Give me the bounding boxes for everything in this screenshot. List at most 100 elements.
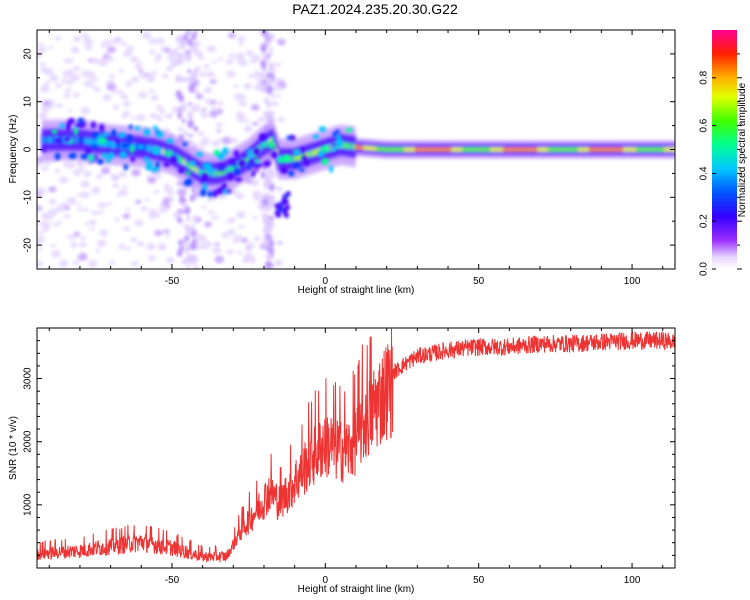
noise-blob xyxy=(236,250,243,255)
ridge-side-blob xyxy=(119,150,128,159)
colorbar-ticks: 0.0 0.2 0.4 0.6 0.8 xyxy=(699,53,742,276)
noise-blob xyxy=(110,173,118,180)
streak-blob xyxy=(263,110,269,117)
ridge-side-blob xyxy=(59,123,65,129)
noise-blob xyxy=(200,112,209,119)
noise-blob xyxy=(111,38,120,45)
noise-blob xyxy=(153,58,161,63)
snr-ytick-label: 2000 xyxy=(23,430,34,453)
noise-blob xyxy=(91,85,97,89)
noise-blob xyxy=(225,219,231,223)
colorbar-label: Normalized spectral amplitude xyxy=(737,82,748,217)
ridge-side-blob xyxy=(90,121,96,129)
noise-blob xyxy=(229,188,238,195)
noise-blob xyxy=(93,87,101,92)
snr-xtick-label: 50 xyxy=(473,575,485,586)
noise-blob xyxy=(275,186,283,192)
noise-blob xyxy=(163,229,170,234)
noise-blob xyxy=(226,249,234,255)
ridge-side-blob xyxy=(226,188,232,194)
streak-blob xyxy=(187,69,191,74)
snr-xlabel: Height of straight line (km) xyxy=(298,584,415,595)
streak-blob xyxy=(266,172,271,179)
noise-blob xyxy=(277,241,283,245)
streak-blob xyxy=(194,79,198,85)
ridge-side-blob xyxy=(212,189,218,198)
noise-blob xyxy=(211,215,219,220)
noise-blob xyxy=(108,74,116,79)
noise-blob xyxy=(114,217,120,222)
noise-blob xyxy=(56,103,64,109)
ridge-side-blob xyxy=(65,125,71,132)
ridge-side-blob xyxy=(287,170,295,177)
ridge-side-blob xyxy=(200,188,207,197)
noise-blob xyxy=(112,90,118,94)
ridge-side-blob xyxy=(64,136,72,143)
noise-blob xyxy=(100,166,111,175)
noise-blob xyxy=(164,183,170,187)
noise-blob xyxy=(165,113,174,120)
ridge-side-blob xyxy=(222,146,229,155)
noise-blob xyxy=(245,242,255,250)
ridge-side-blob xyxy=(102,132,110,138)
streak-blob xyxy=(266,85,274,95)
noise-blob xyxy=(97,210,104,215)
noise-blob xyxy=(46,215,54,220)
ridge-side-blob xyxy=(321,158,329,165)
streak-blob xyxy=(269,47,274,53)
noise-blob xyxy=(214,255,224,264)
ridge-side-blob xyxy=(117,132,126,138)
noise-blob xyxy=(37,247,43,251)
ridge-side-blob xyxy=(217,153,225,160)
noise-blob xyxy=(77,253,88,261)
noise-blob xyxy=(98,58,108,67)
ridge-side-blob xyxy=(163,162,170,168)
noise-blob xyxy=(80,191,90,199)
noise-blob xyxy=(124,110,131,116)
spectrogram-heatmap xyxy=(37,30,675,269)
noise-blob xyxy=(245,50,255,57)
streak-blob xyxy=(261,30,268,37)
noise-blob xyxy=(99,229,109,237)
noise-blob xyxy=(125,81,133,87)
ridge-side-blob xyxy=(182,141,188,147)
noise-blob xyxy=(117,89,124,95)
noise-blob xyxy=(80,180,90,188)
colorbar-tick-label: 0.4 xyxy=(699,166,710,180)
noise-blob xyxy=(187,134,194,138)
noise-blob xyxy=(211,140,220,147)
ridge-side-blob xyxy=(155,131,164,139)
ridge-side-blob xyxy=(263,160,271,167)
streak-blob xyxy=(265,35,270,41)
noise-blob xyxy=(274,259,283,267)
spectrogram-xtick-label: -50 xyxy=(165,276,180,287)
noise-blob xyxy=(95,249,101,253)
streak-blob xyxy=(267,199,275,209)
spectrogram-ytick-label: 20 xyxy=(23,48,34,60)
ridge-side-blob xyxy=(201,172,209,180)
streak-blob xyxy=(265,206,269,211)
streak-blob xyxy=(268,219,274,228)
streak-blob xyxy=(191,223,195,228)
noise-blob xyxy=(37,162,42,168)
ridge-side-blob xyxy=(221,182,227,191)
noise-blob xyxy=(125,51,132,56)
lower-branch-blob xyxy=(285,191,291,197)
noise-blob xyxy=(48,45,54,49)
noise-blob xyxy=(83,38,94,46)
noise-blob xyxy=(161,73,169,79)
noise-blob xyxy=(63,206,71,211)
noise-blob xyxy=(155,115,164,122)
streak-blob xyxy=(186,264,191,269)
noise-blob xyxy=(63,58,71,64)
noise-blob xyxy=(198,56,205,61)
noise-blob xyxy=(112,104,120,110)
noise-blob xyxy=(216,129,222,133)
streak-blob xyxy=(182,197,187,203)
snr-axes: -50 0 50 100 1000 2000 3000 xyxy=(23,328,675,586)
noise-blob xyxy=(95,174,103,180)
noise-blob xyxy=(267,215,275,221)
snr-series-line xyxy=(37,328,675,563)
noise-blob xyxy=(105,201,112,206)
noise-blob xyxy=(118,171,127,178)
